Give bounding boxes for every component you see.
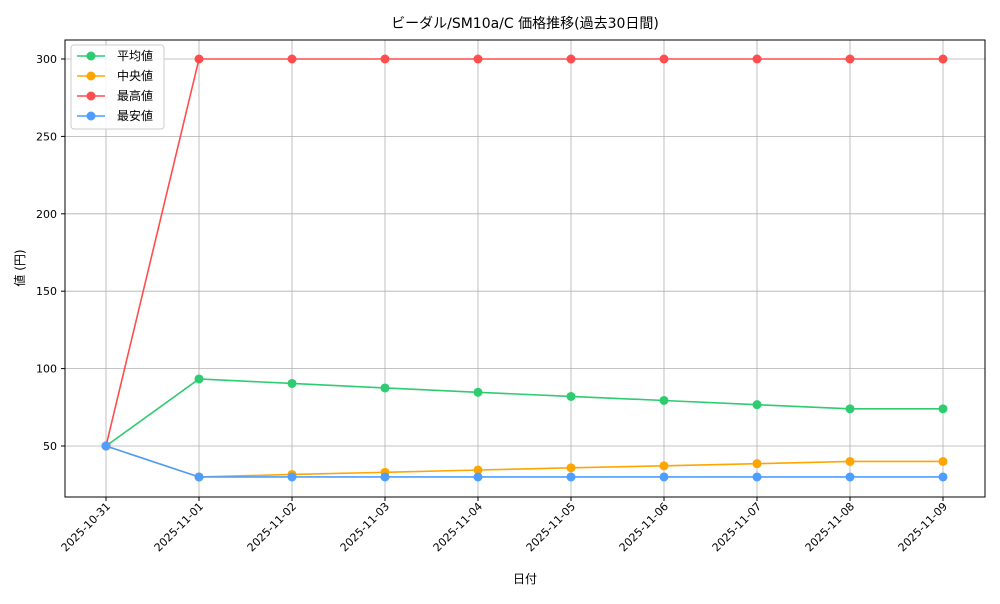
series-group (101, 54, 948, 482)
series-3 (101, 441, 948, 482)
y-tick-label: 50 (43, 440, 57, 453)
series-line (105, 445, 943, 478)
data-point (380, 383, 390, 393)
data-point (566, 391, 576, 401)
data-point (194, 374, 204, 384)
legend-item: 平均値 (77, 48, 153, 63)
series-2 (101, 54, 948, 451)
data-point (752, 459, 762, 469)
data-point (566, 54, 576, 64)
legend-marker (86, 71, 96, 81)
x-tick-label: 2025-10-31 (59, 500, 113, 554)
data-point (473, 54, 483, 64)
series-line (105, 378, 943, 447)
data-point (659, 395, 669, 405)
data-point (938, 54, 948, 64)
data-point (752, 472, 762, 482)
data-point (659, 472, 669, 482)
y-tick-label: 300 (36, 53, 57, 66)
legend-label: 最安値 (117, 108, 153, 123)
series-1 (101, 441, 948, 482)
x-tick-label: 2025-11-07 (710, 500, 764, 554)
plot-frame (64, 39, 986, 498)
data-point (845, 456, 855, 466)
x-tick-label: 2025-11-04 (431, 500, 485, 554)
data-point (752, 54, 762, 64)
legend-item: 最安値 (77, 108, 153, 123)
legend-box (70, 44, 165, 130)
data-point (845, 404, 855, 414)
x-tick-label: 2025-11-06 (617, 500, 671, 554)
series-line (105, 58, 943, 447)
data-point (938, 456, 948, 466)
legend-label: 最高値 (117, 88, 153, 103)
data-point (473, 465, 483, 475)
series-0 (101, 374, 948, 451)
x-tick-label: 2025-11-02 (245, 500, 299, 554)
data-point (194, 54, 204, 64)
legend-item: 中央値 (77, 68, 153, 83)
x-tick-label: 2025-11-05 (524, 500, 578, 554)
series-line (105, 445, 943, 478)
data-point (845, 472, 855, 482)
legend-marker (86, 51, 96, 61)
x-tick-label: 2025-11-01 (152, 500, 206, 554)
data-point (194, 472, 204, 482)
data-point (380, 472, 390, 482)
y-axis-label: 値 (円) (12, 249, 27, 286)
data-point (287, 54, 297, 64)
y-tick-label: 250 (36, 130, 57, 143)
x-tick-label: 2025-11-08 (803, 500, 857, 554)
data-point (566, 472, 576, 482)
y-tick-label: 100 (36, 363, 57, 376)
y-axis: 50 100 150 200 250 300 (36, 53, 65, 453)
data-point (380, 54, 390, 64)
grid (65, 40, 985, 497)
y-tick-label: 150 (36, 285, 57, 298)
legend-marker (86, 111, 96, 121)
data-point (845, 54, 855, 64)
x-axis: 2025-10-31 2025-11-01 2025-11-02 2025-11-03… (59, 497, 950, 554)
data-point (752, 400, 762, 410)
data-point (659, 54, 669, 64)
data-point (566, 463, 576, 473)
legend-item: 最高値 (77, 88, 153, 103)
data-point (659, 461, 669, 471)
data-point (938, 472, 948, 482)
y-tick-label: 200 (36, 208, 57, 221)
data-point (287, 378, 297, 388)
legend-marker (86, 91, 96, 101)
x-axis-label: 日付 (513, 572, 537, 586)
chart-title: ビーダル/SM10a/C 価格推移(過去30日間) (391, 16, 659, 32)
data-point (101, 441, 111, 451)
data-point (938, 404, 948, 414)
legend-label: 平均値 (117, 48, 153, 63)
data-point (287, 472, 297, 482)
x-tick-label: 2025-11-09 (896, 500, 950, 554)
legend-label: 中央値 (117, 68, 153, 83)
data-point (473, 472, 483, 482)
data-point (473, 387, 483, 397)
x-tick-label: 2025-11-03 (338, 500, 392, 554)
